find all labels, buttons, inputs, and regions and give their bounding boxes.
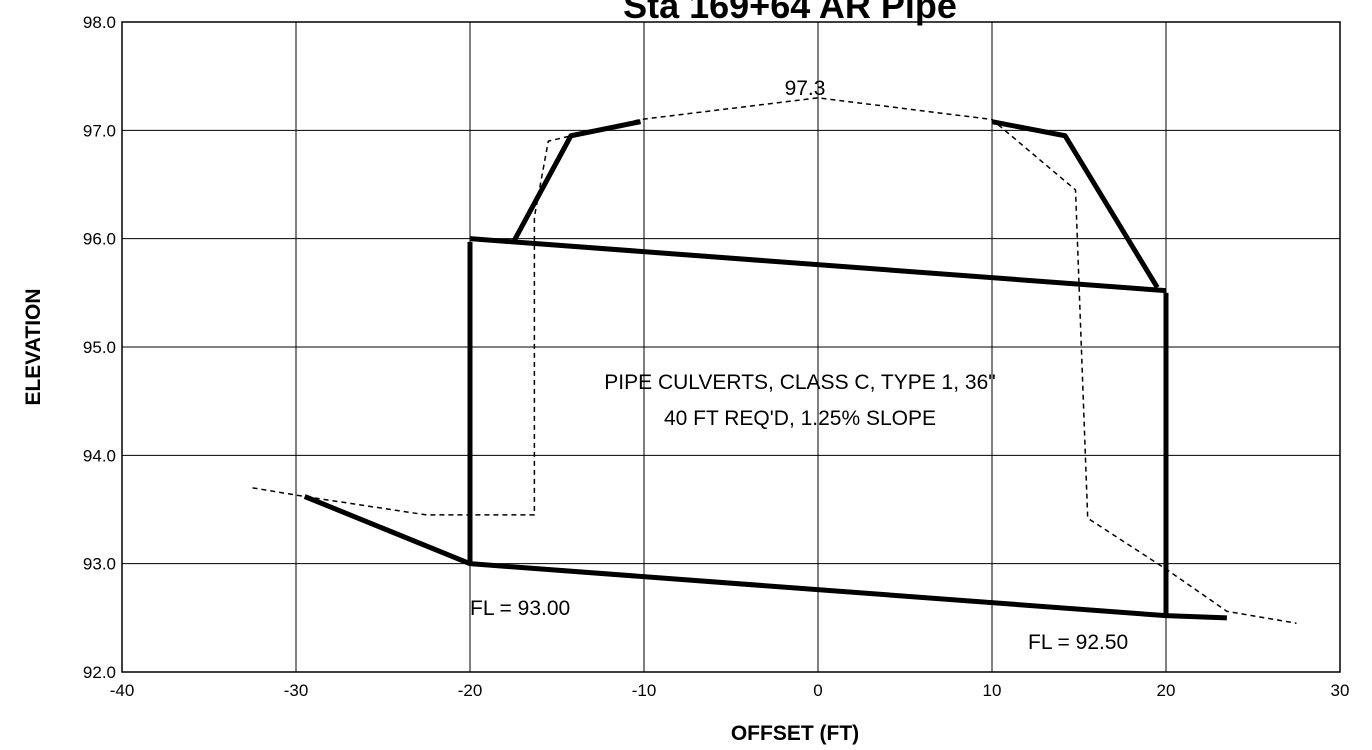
x-tick-label: 20 — [1157, 681, 1176, 700]
y-axis-title: ELEVATION — [22, 288, 45, 405]
plot-frame — [121, 21, 1341, 673]
annotation: PIPE CULVERTS, CLASS C, TYPE 1, 36" — [604, 371, 995, 394]
y-tick-label: 95.0 — [83, 338, 116, 357]
x-tick-label: -40 — [110, 681, 135, 700]
annotation: FL = 92.50 — [1028, 631, 1128, 654]
x-tick-label: 30 — [1331, 681, 1350, 700]
y-tick-label: 93.0 — [83, 555, 116, 574]
series-line — [252, 97, 1297, 624]
annotation: 40 FT REQ'D, 1.25% SLOPE — [664, 407, 936, 430]
y-tick-label: 94.0 — [83, 446, 116, 465]
y-tick-label: 98.0 — [83, 13, 116, 32]
x-tick-label: -10 — [632, 681, 657, 700]
x-tick-label: -20 — [458, 681, 483, 700]
annotation: 97.3 — [785, 77, 826, 100]
x-tick-label: -30 — [284, 681, 309, 700]
x-tick-label: 10 — [983, 681, 1002, 700]
series-line — [303, 119, 1227, 621]
x-tick-label: 0 — [813, 681, 822, 700]
y-tick-label: 92.0 — [83, 663, 116, 682]
annotation: FL = 93.00 — [470, 597, 570, 620]
y-tick-label: 96.0 — [83, 230, 116, 249]
x-axis-title: OFFSET (FT) — [731, 722, 859, 745]
y-tick-label: 97.0 — [83, 121, 116, 140]
